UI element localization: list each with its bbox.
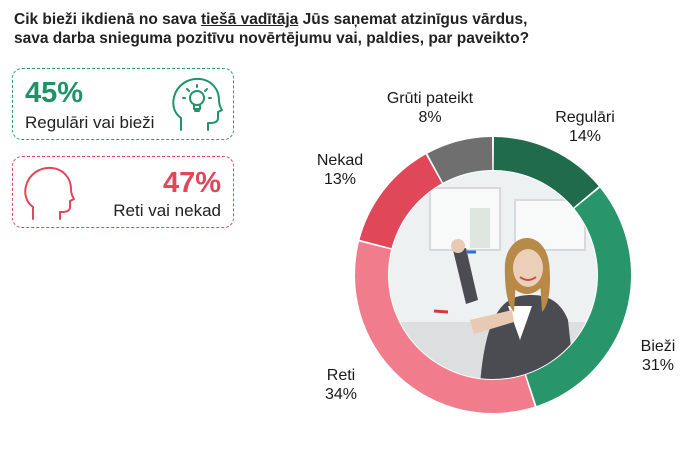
- slice-label-regulari-name: Regulāri: [555, 109, 615, 126]
- donut-slice-bie-i: [525, 187, 631, 406]
- slice-label-gruti: Grūti pateikt 8%: [375, 89, 485, 127]
- head-lightbulb-icon: [167, 74, 223, 139]
- donut-slice-reti: [355, 241, 535, 413]
- negative-percent: 47%: [162, 167, 221, 199]
- slice-label-biezi-value: 31%: [641, 357, 675, 374]
- slice-label-regulari-value: 14%: [568, 128, 602, 145]
- negative-summary-card: 47% Reti vai nekad: [12, 156, 234, 228]
- slice-label-gruti-name: Grūti pateikt: [386, 90, 474, 107]
- positive-summary-card: 45% Regulāri vai bieži: [12, 68, 234, 140]
- slice-label-reti-name: Reti: [326, 367, 356, 384]
- slice-label-gruti-value: 8%: [418, 109, 442, 126]
- slice-label-reti: Reti 34%: [306, 366, 376, 404]
- donut-slice-nekad: [359, 154, 443, 249]
- question-part2: Jūs saņemat atzinīgus vārdus, sava darba…: [14, 11, 530, 47]
- positive-label: Regulāri vai bieži: [25, 113, 155, 132]
- slice-label-nekad-value: 13%: [323, 171, 357, 188]
- slice-label-regulari: Regulāri 14%: [540, 108, 630, 146]
- slice-label-reti-value: 34%: [324, 386, 358, 403]
- question-text: Cik bieži ikdienā no sava tiešā vadītāja…: [14, 10, 534, 48]
- question-underlined: tiešā vadītāja: [200, 11, 299, 28]
- positive-percent: 45%: [25, 77, 84, 109]
- slice-label-nekad-name: Nekad: [316, 152, 364, 169]
- slice-label-nekad: Nekad 13%: [300, 151, 380, 189]
- negative-label: Reti vai nekad: [113, 201, 221, 220]
- head-profile-icon: [21, 163, 75, 228]
- question-part1: Cik bieži ikdienā no sava: [14, 11, 201, 28]
- slice-label-biezi-name: Bieži: [640, 338, 676, 355]
- slice-label-biezi: Bieži 31%: [620, 337, 696, 375]
- donut-slice-regul-ri: [493, 137, 599, 209]
